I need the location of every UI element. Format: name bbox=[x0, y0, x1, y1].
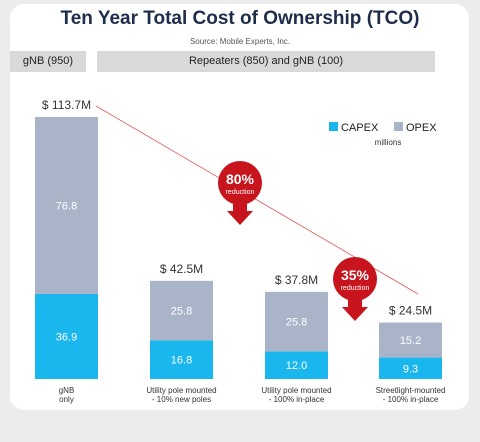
legend-swatch-opex bbox=[394, 122, 403, 131]
category-label: - 100% in-place bbox=[269, 395, 325, 404]
badge-35-arrow bbox=[342, 295, 368, 321]
total-label: $ 24.5M bbox=[389, 304, 432, 318]
legend-swatch-capex bbox=[329, 122, 338, 131]
capex-value-label: 16.8 bbox=[171, 355, 192, 367]
badge-35-value: 35% bbox=[341, 267, 370, 283]
badge-80-arrow bbox=[227, 199, 253, 225]
bar-capex bbox=[35, 293, 98, 379]
legend-unit-label: millions bbox=[375, 138, 402, 147]
badge-80-value: 80% bbox=[226, 171, 255, 187]
opex-value-label: 76.8 bbox=[56, 200, 77, 212]
chart-title: Ten Year Total Cost of Ownership (TCO) bbox=[60, 8, 420, 29]
total-label: $ 37.8M bbox=[275, 273, 318, 287]
badge-35-circle bbox=[333, 257, 377, 301]
category-label: gNB bbox=[59, 386, 75, 395]
category-label: - 10% new poles bbox=[152, 395, 211, 404]
total-label: $ 42.5M bbox=[160, 262, 203, 276]
category-label: Utility pole mounted bbox=[146, 386, 216, 395]
capex-value-label: 36.9 bbox=[56, 331, 77, 343]
bar-opex bbox=[150, 280, 213, 341]
category-label: - 100% in-place bbox=[383, 395, 439, 404]
bar-capex bbox=[379, 357, 442, 379]
capex-value-label: 9.3 bbox=[403, 363, 418, 375]
bar-opex bbox=[35, 117, 98, 294]
badge-35-text: reduction bbox=[341, 285, 370, 292]
capex-value-label: 12.0 bbox=[286, 360, 307, 372]
opex-value-label: 25.8 bbox=[286, 317, 307, 329]
bar-opex bbox=[379, 322, 442, 358]
opex-value-label: 25.8 bbox=[171, 306, 192, 318]
bar-capex bbox=[265, 351, 328, 379]
bar-opex bbox=[265, 291, 328, 352]
chart-source: Source: Mobile Experts, Inc. bbox=[189, 37, 291, 46]
category-label: only bbox=[59, 395, 74, 404]
category-label: Utility pole mounted bbox=[261, 386, 331, 395]
badge-80-text: reduction bbox=[226, 189, 255, 196]
total-label: $ 113.7M bbox=[42, 98, 91, 112]
badge-80-circle bbox=[218, 161, 262, 205]
category-label: Streetlight-mounted bbox=[376, 386, 446, 395]
group-band-gnb: gNB (950) bbox=[10, 51, 86, 72]
bar-capex bbox=[150, 340, 213, 379]
legend-label-capex: CAPEX bbox=[341, 122, 379, 134]
group-band-repeaters: Repeaters (850) and gNB (100) bbox=[97, 51, 435, 72]
opex-value-label: 15.2 bbox=[400, 335, 421, 347]
legend-label-opex: OPEX bbox=[406, 122, 437, 134]
